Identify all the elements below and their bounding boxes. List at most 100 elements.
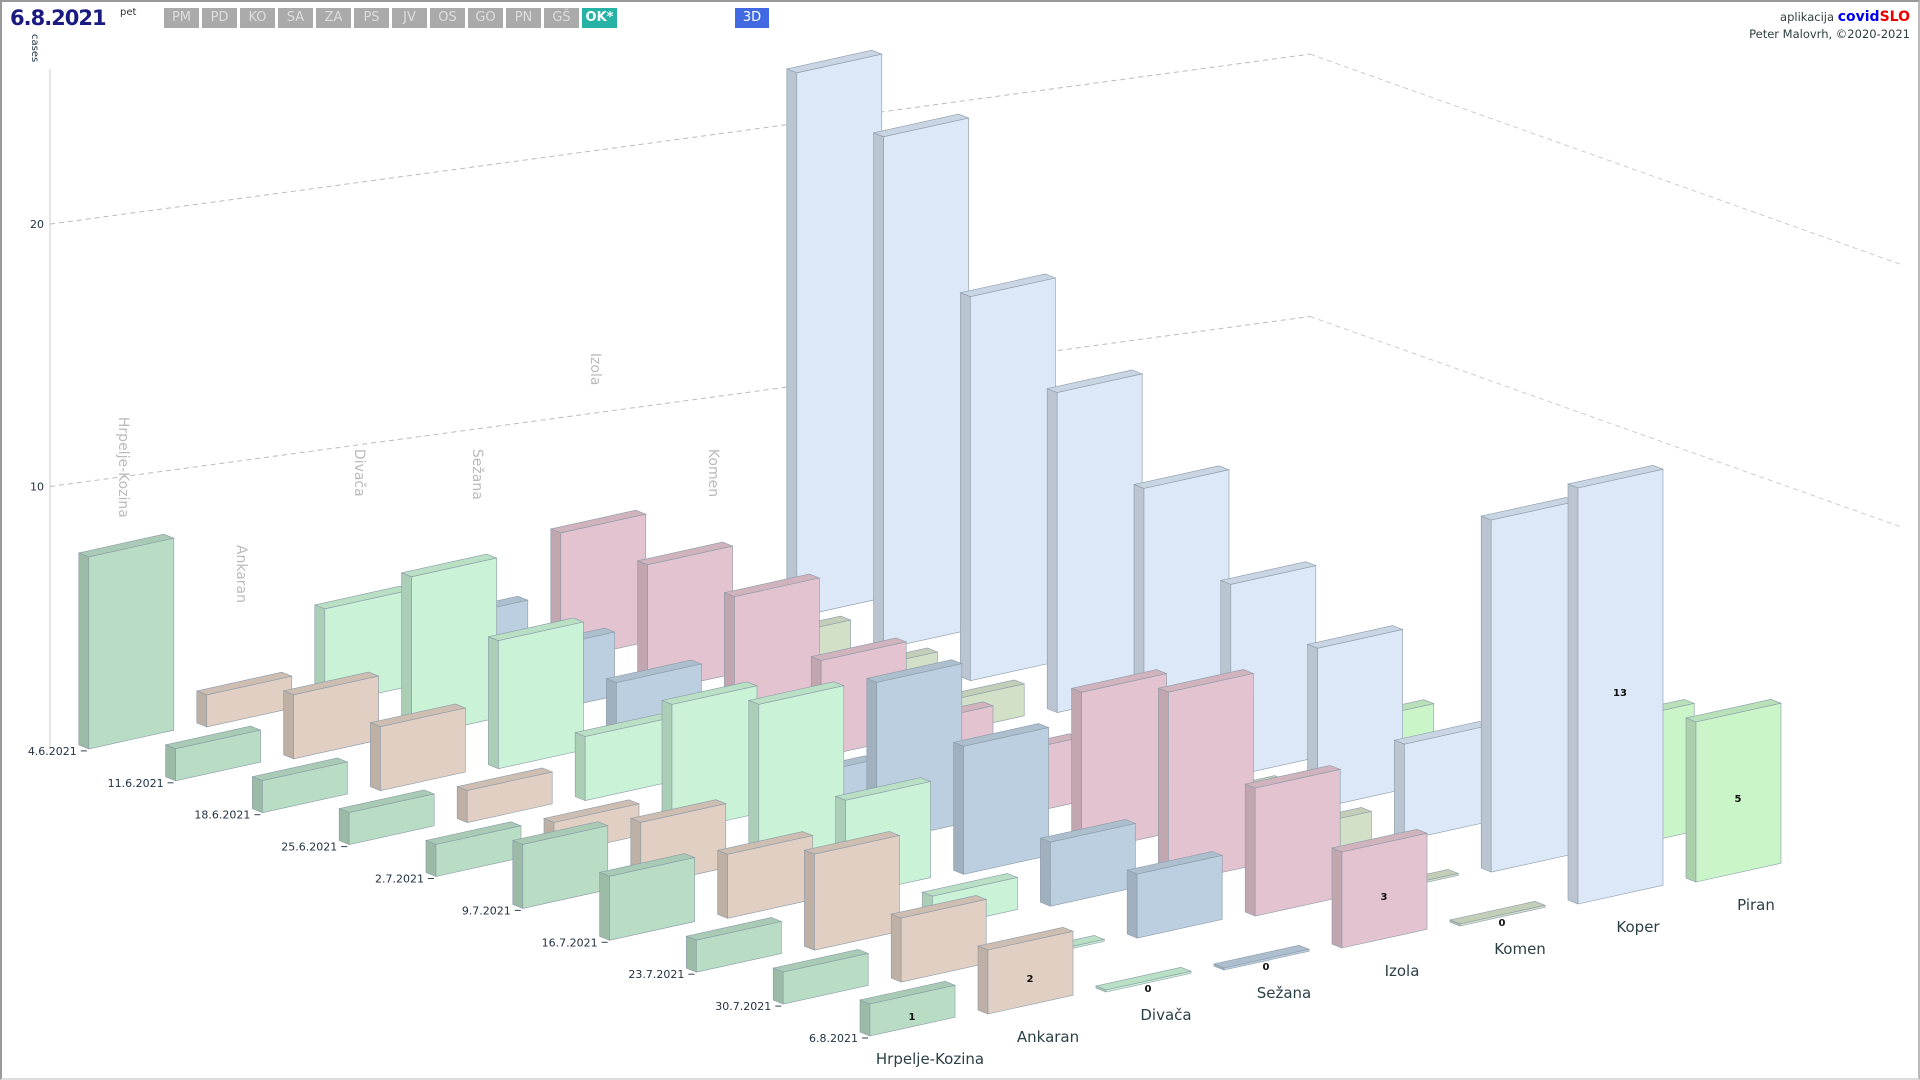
region-label-1: Ankaran — [1017, 1028, 1079, 1046]
date-label-6: 16.7.2021 — [542, 936, 598, 949]
bar-side — [873, 132, 884, 650]
bar-Koper-11.6.2021 — [872, 113, 970, 650]
bar-side — [1040, 837, 1051, 907]
region-button-2[interactable]: KO — [240, 8, 275, 28]
brand-slo[interactable]: SLO — [1879, 9, 1910, 25]
bar-Hrpelje-Kozina-18.6.2021 — [251, 757, 349, 814]
bar-Komen-6.8.2021: 0 — [1448, 900, 1547, 929]
bar-front — [1490, 501, 1577, 873]
bar-side — [748, 699, 760, 865]
back-label-4: Izola — [587, 353, 603, 386]
bar-side — [488, 636, 499, 770]
bar-Ankaran-30.7.2021 — [890, 895, 988, 983]
bar-side — [953, 741, 964, 875]
back-label-2: Divača — [351, 449, 367, 497]
bar-side — [977, 945, 989, 1015]
value-label-Ankaran: 2 — [1027, 974, 1034, 985]
current-date: 6.8.2021 — [10, 6, 107, 30]
bar-side — [686, 935, 697, 973]
bar-front — [970, 277, 1056, 682]
bar-Hrpelje-Kozina-11.6.2021 — [164, 725, 262, 782]
bar-Sežana-30.7.2021 — [1126, 851, 1224, 939]
bar-Hrpelje-Kozina-30.7.2021 — [772, 949, 870, 1005]
bar-Izola-23.7.2021 — [1157, 669, 1255, 885]
bar-Divača-4.6.2021 — [313, 585, 411, 706]
bar-front — [466, 771, 553, 823]
bar-front — [175, 729, 261, 782]
region-label-7: Piran — [1737, 896, 1775, 914]
bar-front — [609, 857, 695, 941]
region-button-0[interactable]: PM — [164, 8, 199, 28]
bar-front — [1254, 769, 1341, 917]
bar-side — [1071, 687, 1082, 853]
bar-side — [960, 292, 971, 682]
bar-front — [1404, 725, 1490, 841]
date-label-2: 18.6.2021 — [194, 809, 250, 822]
bar-Izola-30.7.2021 — [1244, 765, 1342, 917]
bar-front — [88, 537, 175, 750]
bar-front — [1136, 855, 1223, 939]
brand-covid[interactable]: covid — [1837, 9, 1880, 25]
bar-Divača-6.8.2021: 0 — [1094, 966, 1193, 995]
region-button-8[interactable]: GO — [468, 8, 503, 28]
back-label-1: Ankaran — [233, 545, 249, 603]
bar-front — [814, 835, 900, 951]
bar-Piran-6.8.2021: 5 — [1684, 698, 1783, 883]
gridline-20 — [49, 53, 1311, 225]
bar-side — [78, 552, 90, 750]
bar-side — [370, 722, 381, 792]
bar-front — [1577, 468, 1664, 905]
bar-front — [963, 727, 1049, 875]
bar-side — [1331, 847, 1343, 949]
back-label-5: Komen — [705, 449, 721, 497]
bar-side — [859, 999, 871, 1037]
region-button-10[interactable]: GŠ — [544, 8, 579, 28]
gridline-side-20 — [1309, 53, 1901, 265]
y-tick-label-10: 10 — [30, 481, 44, 494]
bar-side — [1567, 483, 1579, 905]
bar-front — [647, 545, 733, 694]
bar-side — [804, 849, 815, 951]
region-button-3[interactable]: SA — [278, 8, 313, 28]
bar-Ankaran-23.7.2021 — [803, 831, 901, 951]
date-label-0: 4.6.2021 — [28, 745, 77, 758]
bar-front — [900, 899, 987, 983]
bar-Izola-6.8.2021: 3 — [1330, 828, 1429, 949]
back-label-0: Hrpelje-Kozina — [115, 417, 131, 518]
region-label-4: Izola — [1385, 962, 1420, 980]
bar-side — [1394, 739, 1405, 841]
bar-Koper-23.7.2021 — [1393, 721, 1491, 841]
bar-top — [1212, 944, 1311, 969]
bar-side — [456, 786, 468, 824]
bar-Koper-4.6.2021 — [785, 49, 883, 618]
bar-side — [786, 68, 798, 618]
bar-Hrpelje-Kozina-16.7.2021 — [598, 853, 696, 941]
bar-side — [1046, 388, 1058, 714]
bar-side — [165, 744, 176, 782]
credit-prefix: aplikacija — [1780, 10, 1835, 24]
bar-side — [196, 690, 208, 728]
date-label-3: 25.6.2021 — [281, 841, 337, 854]
region-button-1[interactable]: PD — [202, 8, 237, 28]
region-button-6[interactable]: JV — [392, 8, 427, 28]
view-3d-button[interactable]: 3D — [735, 8, 769, 28]
gridline-10 — [49, 316, 1311, 487]
region-button-4[interactable]: ZA — [316, 8, 351, 28]
bar-front — [1056, 373, 1143, 713]
date-label-8: 30.7.2021 — [715, 1000, 771, 1013]
value-label-Piran: 5 — [1735, 794, 1742, 805]
bar-front — [411, 557, 497, 738]
value-label-Hrpelje-Kozina: 1 — [909, 1012, 916, 1023]
bar-side — [1158, 687, 1169, 885]
bar-side — [1685, 717, 1697, 883]
bar-side — [283, 690, 294, 760]
region-button-11[interactable]: OK* — [582, 8, 617, 28]
bar-Ankaran-6.8.2021: 2 — [976, 926, 1075, 1015]
bar-Hrpelje-Kozina-2.7.2021 — [424, 821, 523, 877]
region-button-7[interactable]: OS — [430, 8, 465, 28]
region-label-0: Hrpelje-Kozina — [876, 1050, 984, 1068]
region-button-9[interactable]: PN — [506, 8, 541, 28]
region-button-5[interactable]: PS — [354, 8, 389, 28]
